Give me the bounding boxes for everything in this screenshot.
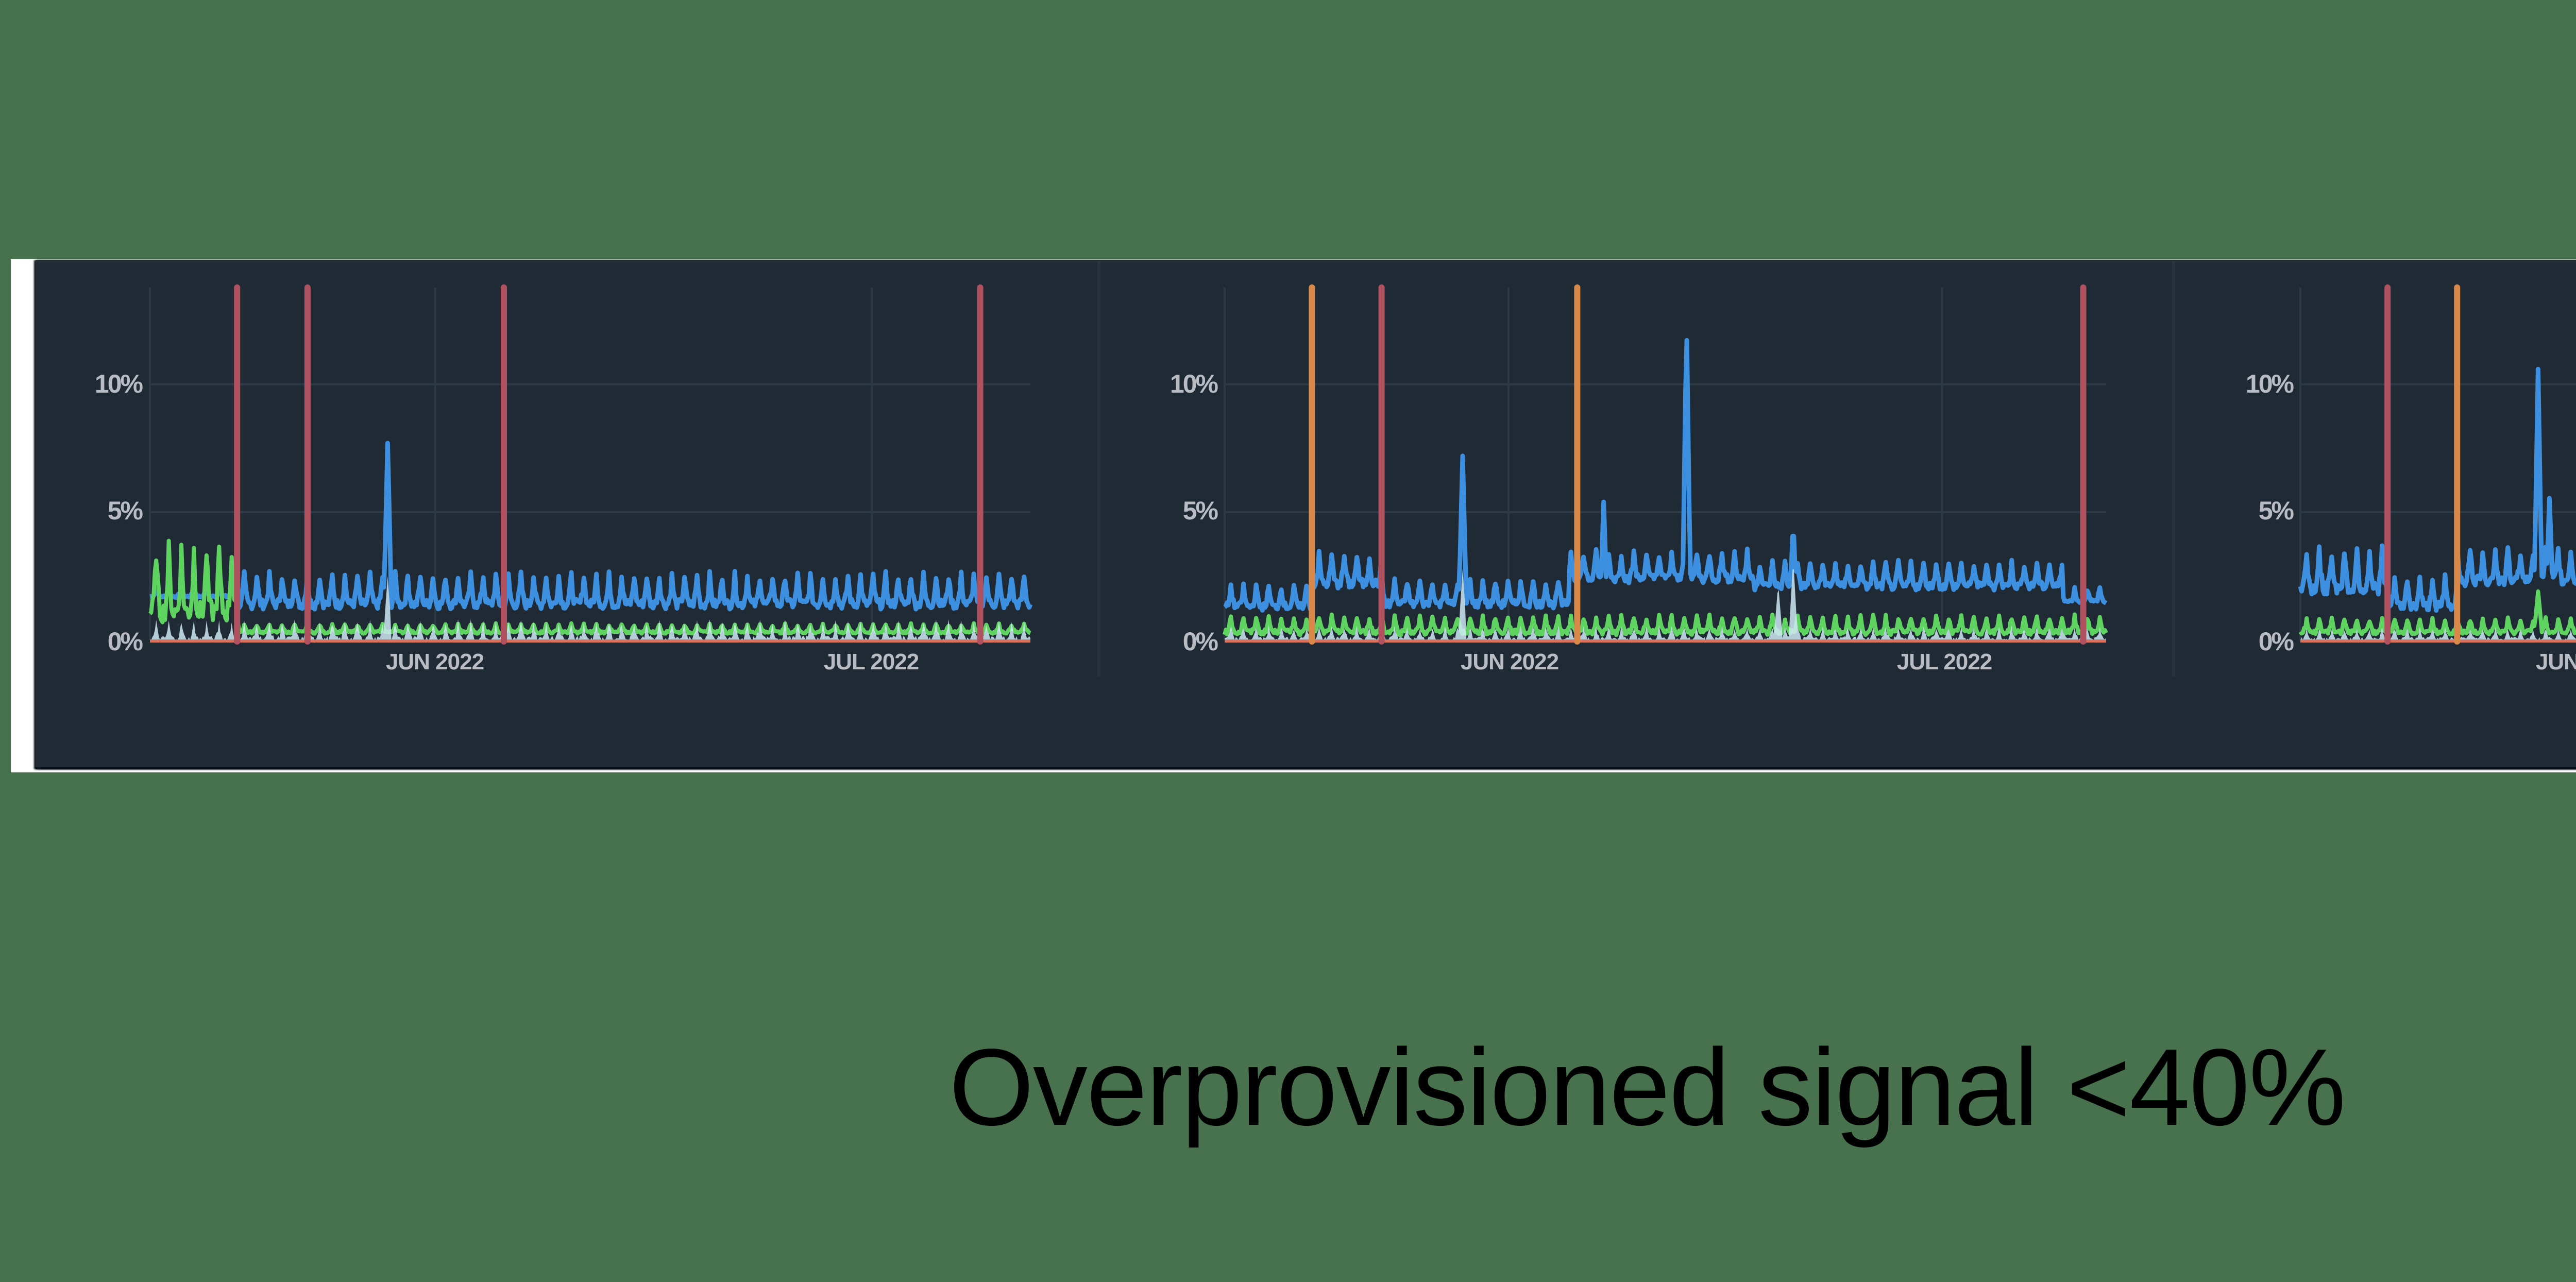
x-tick-jun: JUN 2022 <box>2535 649 2576 674</box>
series-green-line <box>1223 612 2108 637</box>
y-tick-0: 0% <box>2258 627 2294 656</box>
series-blue-line <box>1223 338 2108 613</box>
line-chart-plot <box>1223 284 2108 645</box>
y-tick-0: 0% <box>107 627 143 656</box>
x-tick-jul: JUL 2022 <box>1896 649 1992 674</box>
y-tick-10: 10% <box>1170 369 1218 398</box>
x-tick-jul: JUL 2022 <box>823 649 919 674</box>
x-tick-jun: JUN 2022 <box>385 649 484 674</box>
series-blue-line <box>148 441 1033 612</box>
y-tick-5: 5% <box>1182 496 1218 525</box>
y-tick-0: 0% <box>1182 627 1218 656</box>
series-light-area <box>2300 627 2576 640</box>
y-tick-5: 5% <box>2258 496 2294 525</box>
panel-divider <box>1097 261 1100 677</box>
y-tick-10: 10% <box>94 369 143 398</box>
caption-text: Overprovisioned signal <40% <box>949 1026 2346 1148</box>
chart-panel-3: 10% 5% 0% JUN 2022 JUL 2022 <box>0 260 2576 767</box>
y-tick-10: 10% <box>2245 369 2294 398</box>
series-green-line <box>2298 589 2576 636</box>
panel-divider <box>2172 261 2175 677</box>
dashboard-panel <box>36 260 2576 769</box>
y-tick-5: 5% <box>107 496 143 525</box>
line-chart-plot <box>2298 284 2576 645</box>
x-tick-jun: JUN 2022 <box>1460 649 1559 674</box>
chart-panel-1: 10% 5% 0% JUN 2022 JUL 2022 <box>0 260 1097 767</box>
series-light-area <box>150 576 1030 640</box>
series-green-line <box>148 538 1031 636</box>
chart-panel-2: 10% 5% 0% JUN 2022 JUL 2022 <box>0 260 2172 767</box>
series-blue-line <box>2298 366 2576 613</box>
line-chart-plot <box>148 284 1033 645</box>
